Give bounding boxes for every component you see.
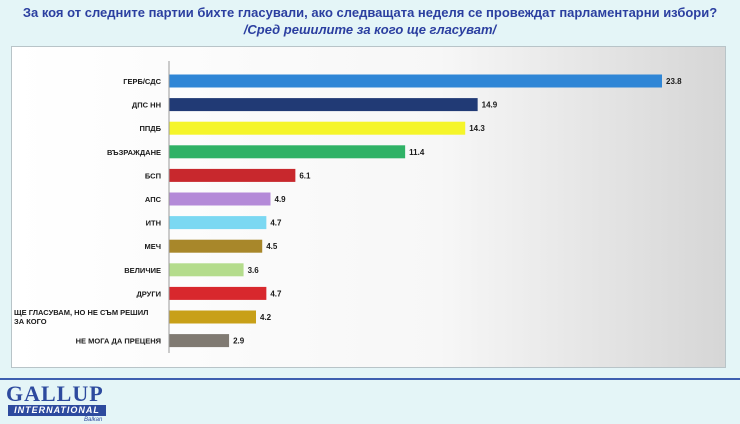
category-label: ГЕРБ/СДС bbox=[123, 77, 161, 86]
chart-title-text: За коя от следните партии бихте гласувал… bbox=[22, 5, 718, 20]
logo-wordmark: GALLUP bbox=[6, 381, 104, 406]
bar bbox=[169, 168, 296, 182]
bar bbox=[169, 145, 406, 159]
category-label: ДПС НН bbox=[132, 101, 161, 110]
category-label: ВЪЗРАЖДАНЕ bbox=[107, 148, 161, 157]
category-label: АПС bbox=[145, 195, 162, 204]
bar bbox=[169, 263, 244, 277]
value-label: 14.3 bbox=[469, 124, 485, 133]
category-label: ИТН bbox=[146, 219, 161, 228]
value-label: 4.9 bbox=[275, 195, 287, 204]
gallup-logo: GALLUP INTERNATIONAL Balkan bbox=[6, 383, 110, 423]
chart-subtitle: /Сред решилите за кого ще гласуват/ bbox=[243, 22, 497, 37]
category-label: БСП bbox=[145, 171, 161, 180]
bar bbox=[169, 98, 478, 112]
value-label: 6.1 bbox=[299, 171, 311, 180]
chart-panel: ГЕРБ/СДС 23.8 ДПС НН 14.9 ППДБ 14.3 ВЪЗРАЖДАНЕ… bbox=[11, 46, 726, 368]
bar bbox=[169, 334, 230, 348]
value-label: 11.4 bbox=[409, 148, 425, 157]
bar bbox=[169, 286, 267, 300]
value-label: 4.7 bbox=[270, 289, 282, 298]
category-label: ЩЕ ГЛАСУВАМ, НО НЕ СЪМ РЕШИЛ ЗА КОГО bbox=[14, 308, 148, 326]
value-label: 4.5 bbox=[266, 242, 278, 251]
value-label: 3.6 bbox=[248, 266, 260, 275]
value-label: 4.2 bbox=[260, 313, 272, 322]
logo-region: Balkan bbox=[84, 417, 103, 423]
value-label: 4.7 bbox=[270, 219, 282, 228]
bar-chart: ГЕРБ/СДС 23.8 ДПС НН 14.9 ППДБ 14.3 ВЪЗРАЖДАНЕ… bbox=[14, 61, 682, 353]
bar bbox=[169, 310, 256, 324]
bar bbox=[169, 192, 271, 206]
chart-title: За коя от следните партии бихте гласувал… bbox=[0, 4, 740, 38]
category-label: ППДБ bbox=[139, 124, 161, 133]
bar bbox=[169, 74, 662, 88]
bar bbox=[169, 216, 267, 230]
footer-divider bbox=[0, 378, 740, 380]
category-label: НЕ МОГА ДА ПРЕЦЕНЯ bbox=[76, 337, 161, 346]
logo-subtitle: INTERNATIONAL bbox=[8, 405, 106, 416]
category-label: ВЕЛИЧИЕ bbox=[124, 266, 161, 275]
value-label: 23.8 bbox=[666, 77, 682, 86]
bar bbox=[169, 239, 263, 253]
value-label: 2.9 bbox=[233, 337, 245, 346]
bar bbox=[169, 121, 466, 135]
category-label: ДРУГИ bbox=[136, 289, 161, 298]
category-label: МЕЧ bbox=[144, 242, 161, 251]
value-label: 14.9 bbox=[482, 101, 498, 110]
